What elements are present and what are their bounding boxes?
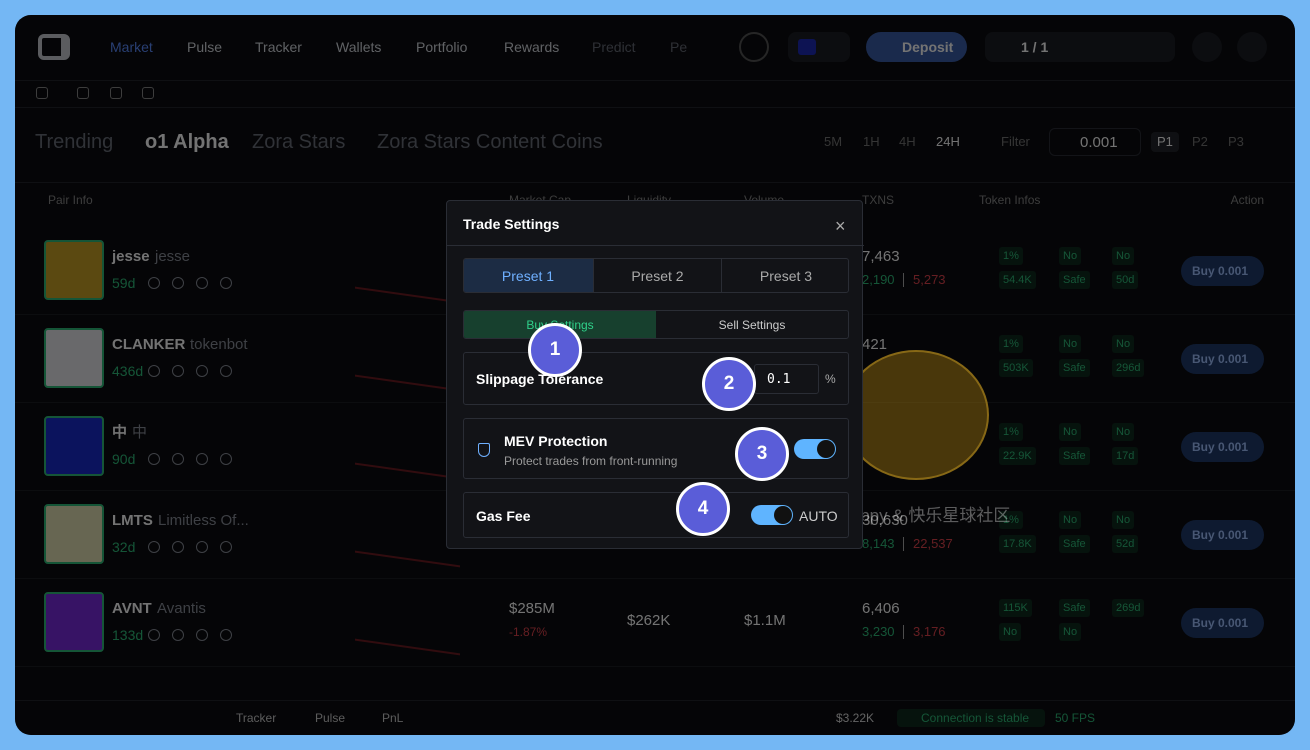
gas-row: Gas Fee AUTO — [463, 492, 849, 538]
modal-title: Trade Settings — [463, 216, 560, 232]
preset-option[interactable]: Preset 2 — [592, 259, 722, 292]
step-number: 4 — [697, 498, 709, 519]
divider — [447, 245, 864, 246]
preset-label: Preset 1 — [501, 268, 555, 284]
gas-mode: AUTO — [799, 508, 838, 524]
gas-label: Gas Fee — [476, 508, 531, 524]
slippage-label: Slippage Tolerance — [476, 371, 604, 387]
slippage-value: 0.1 — [767, 372, 791, 387]
step-number: 1 — [549, 339, 561, 360]
step-marker: 3 — [735, 427, 789, 481]
shield-icon — [478, 443, 490, 457]
preset-label: Preset 2 — [631, 268, 684, 284]
step-marker: 1 — [528, 323, 582, 377]
preset-option[interactable]: Preset 1 — [464, 259, 593, 292]
gas-toggle[interactable] — [751, 505, 793, 525]
modal: Trade Settings × Preset 1 Preset 2 Preset 3 B… — [446, 200, 864, 549]
preset-label: Preset 3 — [759, 268, 813, 284]
step-marker: 4 — [676, 482, 730, 536]
slippage-input[interactable]: 0.1 — [754, 364, 819, 394]
mode-group: Buy Settings Sell Settings — [463, 310, 849, 339]
toggle-knob — [774, 506, 792, 524]
step-number: 3 — [756, 443, 768, 464]
close-button[interactable]: × — [835, 216, 846, 236]
toggle-knob — [817, 440, 835, 458]
mode-option[interactable]: Sell Settings — [656, 311, 848, 338]
mev-title: MEV Protection — [504, 433, 608, 449]
preset-option[interactable]: Preset 3 — [721, 259, 848, 292]
watermark-badge — [843, 350, 989, 480]
step-number: 2 — [723, 373, 735, 394]
mev-description: Protect trades from front-running — [504, 454, 678, 468]
mode-label: Sell Settings — [718, 318, 786, 332]
mev-row: MEV Protection Protect trades from front-… — [463, 418, 849, 479]
slippage-unit: % — [825, 372, 836, 386]
step-marker: 2 — [702, 357, 756, 411]
slippage-row: Slippage Tolerance 0.1% — [463, 352, 849, 405]
mev-toggle[interactable] — [794, 439, 836, 459]
preset-group: Preset 1 Preset 2 Preset 3 — [463, 258, 849, 293]
